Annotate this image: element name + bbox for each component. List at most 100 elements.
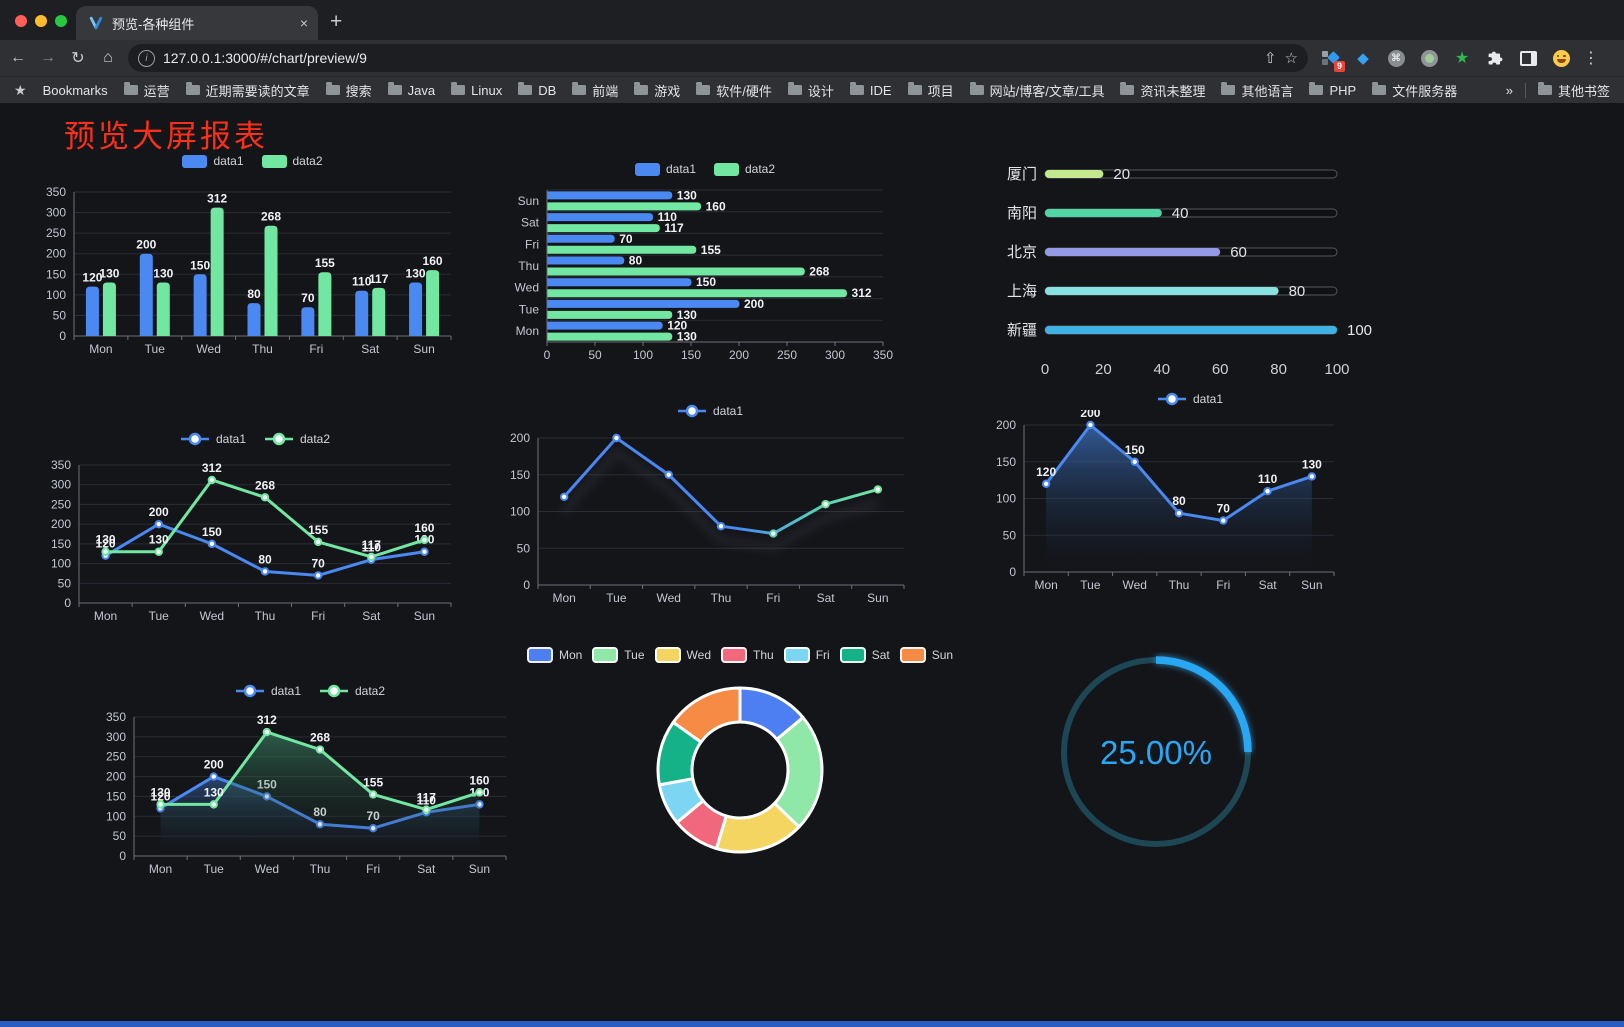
- menu-icon[interactable]: ⋮: [1583, 50, 1599, 67]
- bookmark-item[interactable]: 软件/硬件: [696, 81, 772, 100]
- svg-text:70: 70: [301, 291, 315, 305]
- bookmark-item[interactable]: 前端: [572, 81, 618, 100]
- legend-item[interactable]: Fri: [783, 647, 830, 663]
- bookmark-item[interactable]: 资讯未整理: [1120, 81, 1205, 100]
- back-icon[interactable]: ←: [10, 49, 26, 66]
- bookmarks-label[interactable]: Bookmarks: [42, 82, 108, 98]
- bookmark-item[interactable]: 网站/博客/文章/工具: [969, 81, 1104, 100]
- legend-item[interactable]: Mon: [526, 647, 582, 663]
- bookmark-item[interactable]: 游戏: [634, 81, 680, 100]
- svg-text:117: 117: [362, 538, 382, 552]
- svg-text:Mon: Mon: [149, 862, 172, 876]
- svg-text:Sat: Sat: [362, 609, 381, 623]
- forward-icon[interactable]: →: [40, 49, 56, 66]
- folder-icon: [572, 82, 587, 95]
- folder-icon: [1372, 82, 1387, 95]
- svg-text:160: 160: [423, 254, 443, 268]
- address-bar[interactable]: i 127.0.0.1:3000/#/chart/preview/9 ⇧ ☆: [128, 44, 1308, 72]
- svg-text:150: 150: [1125, 443, 1145, 457]
- svg-text:Tue: Tue: [606, 591, 627, 605]
- bookmark-item[interactable]: 设计: [787, 81, 834, 100]
- bookmark-item[interactable]: 运营: [123, 81, 170, 100]
- svg-text:40: 40: [1172, 205, 1189, 222]
- legend-item[interactable]: Wed: [654, 647, 711, 663]
- home-icon[interactable]: ⌂: [103, 49, 113, 66]
- folder-icon: [451, 82, 466, 95]
- svg-text:80: 80: [247, 287, 261, 301]
- other-bookmarks[interactable]: 其他书签: [1537, 81, 1610, 100]
- svg-text:110: 110: [417, 793, 437, 807]
- bookmark-item[interactable]: 项目: [907, 81, 954, 100]
- zoom-window-button[interactable]: [55, 15, 67, 27]
- svg-text:150: 150: [510, 468, 530, 482]
- legend-item[interactable]: data1: [634, 162, 696, 176]
- green-star-icon[interactable]: ★: [1454, 50, 1470, 67]
- legend-item[interactable]: data1: [677, 404, 743, 418]
- minimize-window-button[interactable]: [35, 15, 47, 27]
- browser-tab[interactable]: 预览-各种组件 ×: [76, 6, 318, 40]
- legend-item[interactable]: data1: [235, 684, 301, 698]
- svg-text:80: 80: [629, 254, 643, 268]
- bookmark-star-icon[interactable]: ☆: [1284, 50, 1298, 67]
- split-screen-icon[interactable]: [1518, 48, 1538, 68]
- svg-text:Thu: Thu: [518, 259, 539, 273]
- legend-item[interactable]: data2: [261, 154, 323, 168]
- close-window-button[interactable]: [15, 15, 27, 27]
- bookmark-item[interactable]: Java: [387, 82, 435, 98]
- svg-text:155: 155: [308, 523, 328, 537]
- legend-swatch: [714, 162, 739, 176]
- folder-icon: [123, 82, 138, 95]
- bookmark-item[interactable]: 近期需要读的文章: [185, 81, 310, 100]
- legend-item[interactable]: data1: [1157, 392, 1223, 406]
- svg-text:25.00%: 25.00%: [1100, 734, 1212, 771]
- command-icon[interactable]: ⌘: [1386, 48, 1406, 68]
- svg-text:110: 110: [658, 210, 678, 224]
- recorder-icon[interactable]: [1419, 48, 1439, 68]
- bookmark-item[interactable]: 其他语言: [1221, 81, 1293, 100]
- legend-item[interactable]: Tue: [592, 647, 645, 663]
- legend-item[interactable]: data2: [714, 162, 775, 176]
- legend-item[interactable]: data1: [182, 154, 244, 168]
- gem-icon[interactable]: ◆: [1357, 50, 1369, 67]
- site-info-icon[interactable]: i: [138, 49, 155, 67]
- legend-item[interactable]: Sat: [839, 647, 890, 663]
- svg-text:Wed: Wed: [515, 281, 539, 295]
- legend-swatch: [634, 162, 660, 176]
- bookmark-item[interactable]: PHP: [1309, 82, 1356, 98]
- tab-close-icon[interactable]: ×: [299, 15, 308, 31]
- folder-icon: [1309, 82, 1324, 95]
- chart-legend: data1 data2: [505, 158, 905, 180]
- legend-item[interactable]: Thu: [721, 647, 774, 663]
- svg-text:150: 150: [996, 455, 1016, 469]
- folder-icon: [387, 82, 402, 95]
- legend-item[interactable]: data2: [319, 684, 385, 698]
- new-tab-button[interactable]: +: [330, 10, 343, 33]
- svg-text:Fri: Fri: [366, 862, 380, 876]
- svg-text:0: 0: [119, 849, 126, 863]
- svg-text:60: 60: [1212, 361, 1229, 378]
- bookmark-item[interactable]: 文件服务器: [1372, 81, 1457, 100]
- folder-icon: [518, 82, 533, 95]
- svg-text:120: 120: [151, 789, 171, 803]
- share-icon[interactable]: ⇧: [1263, 50, 1277, 67]
- legend-item[interactable]: data1: [180, 432, 246, 446]
- svg-text:厦门: 厦门: [1007, 166, 1037, 183]
- tab-manager-icon[interactable]: 9: [1320, 48, 1345, 72]
- puzzle-icon[interactable]: [1485, 48, 1505, 68]
- svg-text:Mon: Mon: [552, 591, 575, 605]
- reload-icon[interactable]: ↻: [71, 50, 85, 67]
- bookmark-item[interactable]: 搜索: [325, 81, 372, 100]
- svg-text:南阳: 南阳: [1007, 205, 1037, 222]
- url-text[interactable]: 127.0.0.1:3000/#/chart/preview/9: [163, 50, 367, 66]
- bookmark-item[interactable]: DB: [518, 82, 556, 98]
- bookmarks-overflow-icon[interactable]: »: [1505, 82, 1513, 98]
- svg-text:100: 100: [996, 492, 1016, 506]
- legend-item[interactable]: Sun: [899, 647, 953, 663]
- bookmark-item[interactable]: IDE: [849, 82, 892, 98]
- emoji-icon[interactable]: [1551, 48, 1571, 68]
- svg-text:120: 120: [667, 319, 687, 333]
- bookmark-item[interactable]: Linux: [451, 82, 502, 98]
- legend-item[interactable]: data2: [264, 432, 330, 446]
- svg-text:268: 268: [310, 731, 330, 745]
- divider: [1524, 82, 1526, 98]
